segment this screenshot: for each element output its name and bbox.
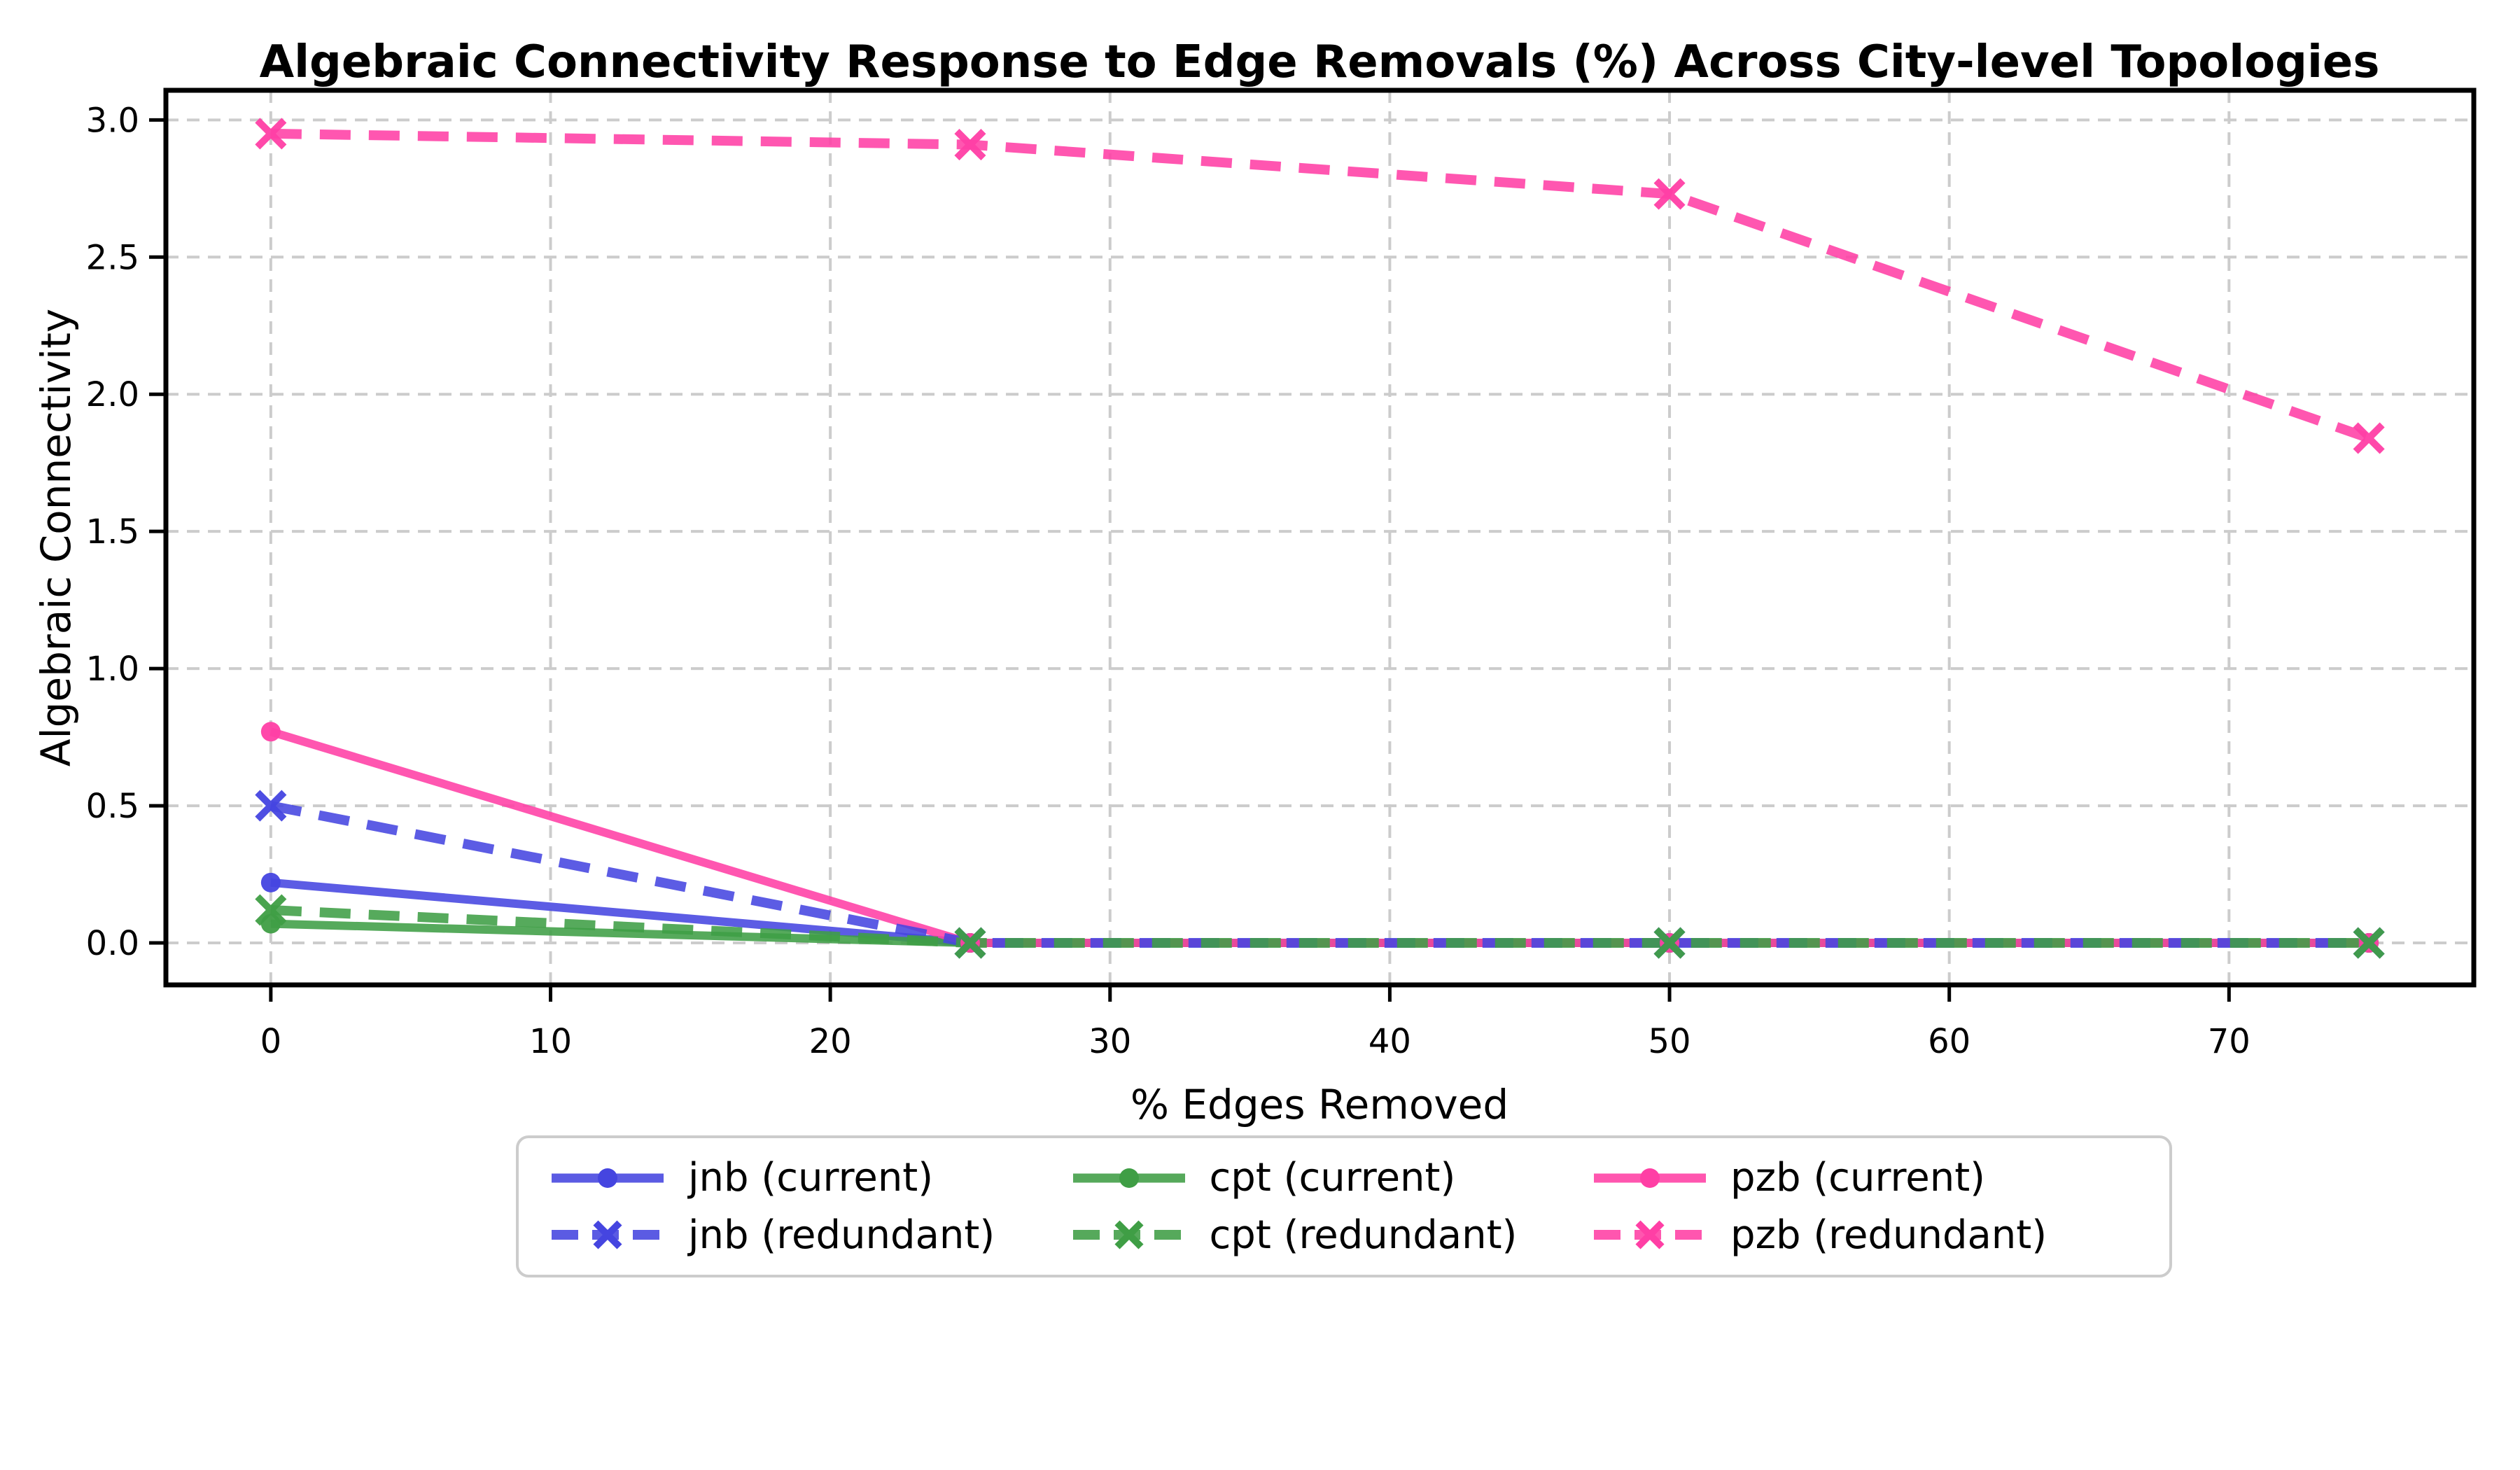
marker-cpt-redundant-3 [2353,927,2385,959]
y-axis-label: Algebraic Connectivity [32,309,80,766]
marker-pzb-current-0 [260,722,281,742]
series-layer [255,118,2385,959]
marker-cpt-redundant-2 [1653,927,1686,959]
y-tick-label-6: 3.0 [86,101,139,140]
y-tick-label-4: 2.0 [86,375,139,414]
legend-swatch-pzb-current [1594,1168,1707,1188]
x-tick-label-5: 50 [1648,1022,1691,1061]
legend-label-jnb-current: jnb (current) [688,1155,934,1201]
legend-marker-cpt-redundant [1114,1220,1144,1250]
legend-item-cpt-redundant: cpt (redundant) [1070,1208,1577,1262]
legend: jnb (current) cpt (current) pzb (current) j… [516,1135,2172,1278]
legend-label-cpt-redundant: cpt (redundant) [1209,1212,1518,1258]
legend-item-pzb-current: pzb (current) [1590,1151,2148,1205]
legend-swatch-pzb-redundant [1594,1220,1707,1250]
legend-swatch-cpt-redundant [1072,1220,1185,1250]
chart-title: Algebraic Connectivity Response to Edge … [260,36,2380,88]
series-line-pzb-redundant [270,128,2371,443]
legend-swatch-cpt-current [1072,1168,1185,1188]
x-tick-label-0: 0 [260,1022,282,1061]
x-tick-label-1: 10 [529,1022,572,1061]
legend-label-pzb-current: pzb (current) [1730,1155,1986,1201]
legend-marker-jnb-redundant [593,1220,622,1250]
legend-item-pzb-redundant: pzb (redundant) [1590,1208,2148,1262]
axis-layer: 0 10 20 30 40 50 60 70 0.0 0.5 1.0 1.5 2.0 2.5 3.0 [86,88,2477,1061]
x-tick-label-4: 40 [1368,1022,1411,1061]
legend-item-jnb-current: jnb (current) [548,1151,1056,1205]
marker-pzb-redundant-3 [2353,422,2385,454]
y-tick-label-0: 0.0 [86,924,139,963]
marker-pzb-redundant-0 [255,118,287,150]
marker-jnb-redundant-0 [255,790,287,822]
series-line-cpt-redundant [270,905,2370,948]
marker-pzb-redundant-2 [1653,178,1686,210]
marker-cpt-redundant-0 [255,894,287,926]
x-tick-label-7: 70 [2208,1022,2250,1061]
x-tick-label-2: 20 [809,1022,852,1061]
legend-item-jnb-redundant: jnb (redundant) [548,1208,1056,1262]
legend-marker-cpt-current [1119,1168,1139,1188]
legend-swatch-jnb-current [552,1168,664,1188]
marker-jnb-current-0 [260,872,281,892]
y-tick-label-1: 0.5 [86,787,139,826]
legend-marker-pzb-current [1640,1168,1660,1188]
marker-pzb-redundant-1 [954,129,986,161]
legend-label-pzb-redundant: pzb (redundant) [1730,1212,2047,1258]
legend-marker-jnb-current [598,1168,617,1188]
y-tick-label-5: 2.5 [86,238,139,277]
y-tick-label-3: 1.5 [86,512,139,552]
legend-label-cpt-current: cpt (current) [1209,1155,1456,1201]
series-line-jnb-redundant [270,801,2370,948]
legend-marker-pzb-redundant [1635,1220,1665,1250]
marker-cpt-redundant-1 [954,927,986,959]
x-tick-label-6: 60 [1928,1022,1970,1061]
y-tick-label-2: 1.0 [86,650,139,689]
legend-swatch-jnb-redundant [552,1220,664,1250]
plot-border [163,88,2477,988]
legend-label-jnb-redundant: jnb (redundant) [688,1212,995,1258]
x-tick-label-3: 30 [1088,1022,1131,1061]
legend-item-cpt-current: cpt (current) [1070,1151,1577,1205]
x-axis-label: % Edges Removed [1130,1081,1508,1128]
